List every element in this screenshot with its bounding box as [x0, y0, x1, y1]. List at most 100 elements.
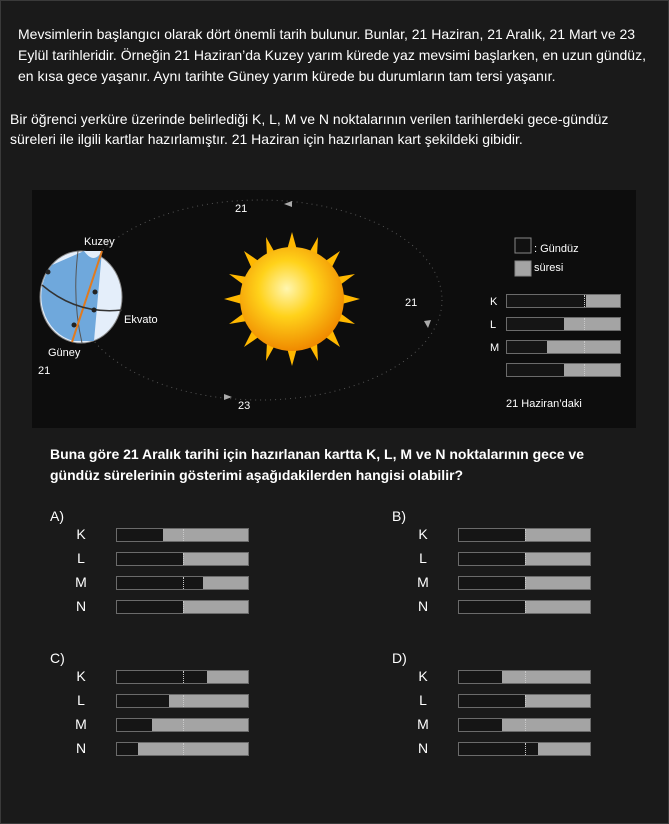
midpoint-marker: [183, 529, 184, 541]
card-row-bar: [506, 363, 621, 377]
orbit-diagram: 21 21 23 21 Kuzey Güney Ekvato : Gündüz …: [32, 190, 636, 428]
midpoint-marker: [183, 601, 184, 613]
option-row-bar: [458, 528, 591, 542]
card-row-bar: [506, 317, 621, 331]
midpoint-marker: [183, 577, 184, 589]
option-row-label: K: [418, 668, 428, 684]
option-row-bar: [458, 600, 591, 614]
south-label: Güney: [48, 347, 81, 359]
day-duration-fill: [524, 529, 590, 541]
option-row-bar: [116, 718, 249, 732]
option-row-bar: [116, 694, 249, 708]
date-left: 21: [38, 365, 51, 377]
option-row-label: L: [419, 692, 427, 708]
day-duration-fill: [203, 577, 248, 589]
option-row-bar: [458, 694, 591, 708]
day-duration-fill: [169, 695, 248, 707]
day-duration-fill: [502, 719, 590, 731]
option-row-label: M: [417, 574, 429, 590]
option-row-bar: [458, 742, 591, 756]
day-duration-fill: [524, 577, 590, 589]
midpoint-marker: [525, 601, 526, 613]
day-duration-fill: [162, 529, 248, 541]
date-top: 21: [235, 203, 248, 215]
card-row-label: K: [490, 296, 498, 308]
option-letter[interactable]: A): [50, 508, 64, 524]
legend-night-swatch: [514, 237, 532, 254]
task-paragraph: Bir öğrenci yerküre üzerinde belirlediği…: [10, 111, 609, 147]
option-row-label: M: [75, 716, 87, 732]
option-row-bar: [116, 576, 249, 590]
day-duration-fill: [207, 671, 248, 683]
midpoint-marker: [183, 743, 184, 755]
midpoint-marker: [525, 577, 526, 589]
day-duration-fill: [586, 295, 620, 307]
card-row-bar: [506, 294, 621, 308]
option-row-bar: [458, 718, 591, 732]
orbit-path: [77, 199, 443, 401]
equator-label: Ekvato: [124, 314, 158, 326]
intro-paragraph: Mevsimlerin başlangıcı olarak dört öneml…: [18, 26, 646, 84]
question-text: Buna göre 21 Aralık tarihi için hazırlan…: [50, 446, 584, 483]
option-row-label: K: [76, 526, 86, 542]
orbit-svg: [39, 199, 532, 401]
orbit-arrow-top: [284, 201, 292, 207]
option-letter[interactable]: C): [50, 650, 65, 666]
option-row-label: L: [77, 692, 85, 708]
card-row-label: M: [490, 342, 500, 354]
legend-label-1: : Gündüz: [534, 243, 579, 255]
midpoint-marker: [183, 553, 184, 565]
option-row-bar: [116, 528, 249, 542]
earth: [39, 250, 123, 344]
midpoint-marker: [525, 529, 526, 541]
day-duration-fill: [182, 601, 248, 613]
option-row-label: N: [417, 740, 429, 756]
day-duration-fill: [563, 364, 620, 376]
sun: [240, 247, 344, 351]
day-duration-fill: [546, 341, 620, 353]
midpoint-marker: [183, 671, 184, 683]
option-row-label: N: [75, 598, 87, 614]
day-duration-fill: [563, 318, 620, 330]
midpoint-marker: [584, 364, 585, 376]
day-duration-fill: [524, 695, 590, 707]
option-row-label: N: [75, 740, 87, 756]
legend-label-2: süresi: [534, 262, 564, 274]
option-row-label: M: [75, 574, 87, 590]
midpoint-marker: [525, 671, 526, 683]
day-duration-fill: [182, 553, 248, 565]
midpoint-marker: [584, 318, 585, 330]
option-row-label: L: [77, 550, 85, 566]
option-row-bar: [116, 670, 249, 684]
date-right: 21: [405, 297, 418, 309]
midpoint-marker: [183, 695, 184, 707]
day-duration-fill: [137, 743, 248, 755]
option-letter[interactable]: D): [392, 650, 407, 666]
option-row-bar: [116, 552, 249, 566]
midpoint-marker: [584, 341, 585, 353]
option-row-bar: [458, 576, 591, 590]
midpoint-marker: [525, 719, 526, 731]
midpoint-marker: [584, 295, 585, 307]
day-duration-fill: [152, 719, 248, 731]
option-row-bar: [458, 670, 591, 684]
day-duration-fill: [502, 671, 590, 683]
card-row-label: L: [490, 319, 497, 331]
date-bottom: 23: [238, 400, 251, 412]
orbit-arrow-right: [424, 320, 431, 328]
option-row-label: M: [417, 716, 429, 732]
option-row-bar: [116, 742, 249, 756]
option-row-label: K: [418, 526, 428, 542]
option-row-bar: [116, 600, 249, 614]
option-row-label: K: [76, 668, 86, 684]
day-duration-fill: [537, 743, 590, 755]
day-duration-fill: [524, 553, 590, 565]
orbit-arrow-bottom: [224, 394, 232, 400]
midpoint-marker: [183, 719, 184, 731]
day-duration-fill: [524, 601, 590, 613]
option-letter[interactable]: B): [392, 508, 406, 524]
north-label: Kuzey: [84, 236, 115, 248]
option-row-label: N: [417, 598, 429, 614]
midpoint-marker: [525, 743, 526, 755]
option-row-bar: [458, 552, 591, 566]
